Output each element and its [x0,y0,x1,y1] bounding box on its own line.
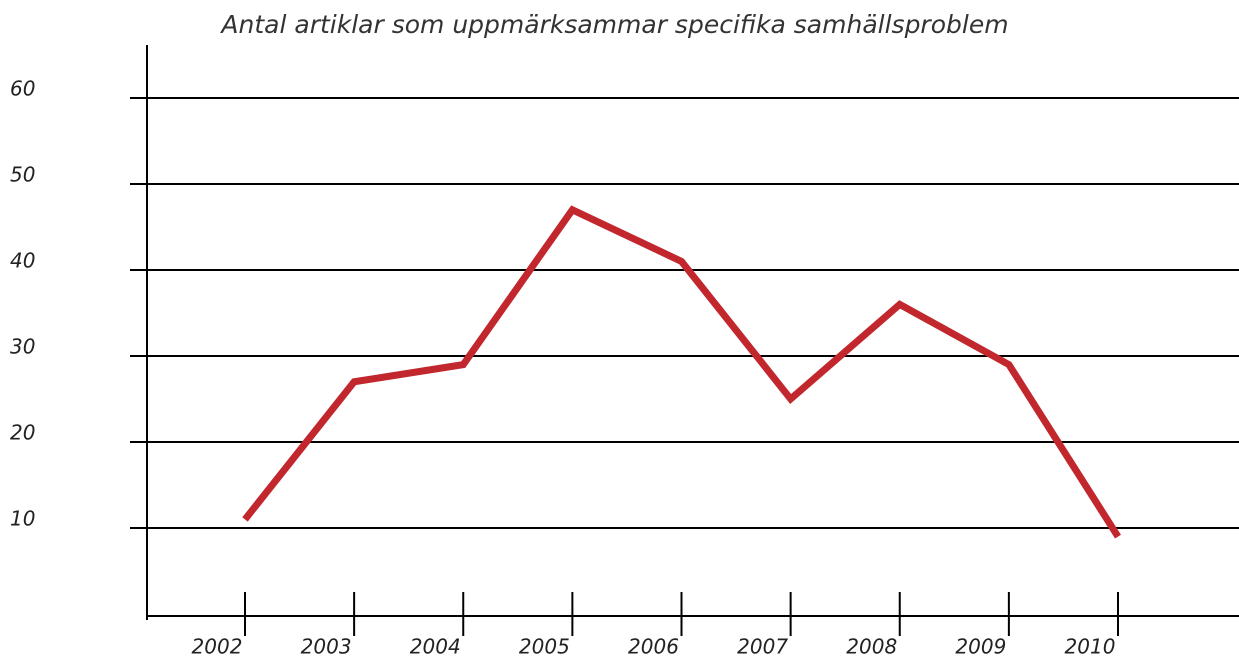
y-tick-label: 50 [10,163,35,187]
x-tick-label: 2002 [192,635,243,658]
x-tick-label: 2006 [628,635,679,658]
y-tick-label: 20 [10,421,35,445]
x-tick-label: 2008 [846,635,897,658]
y-tick-label: 40 [10,249,35,273]
y-tick-label: 30 [10,335,35,359]
x-tick-label: 2010 [1065,635,1116,658]
line [242,205,1121,539]
chart-title: Antal artiklar som uppmärksammar specifi… [219,10,1008,39]
x-tick-label: 2009 [955,635,1006,658]
x-tick-label: 2007 [737,635,788,658]
x-tick-label: 2004 [410,635,461,658]
x-tick-label: 2003 [301,635,352,658]
x-tick-label: 2005 [519,635,570,658]
y-tick-label: 60 [10,77,35,101]
y-tick-label: 10 [10,507,35,531]
